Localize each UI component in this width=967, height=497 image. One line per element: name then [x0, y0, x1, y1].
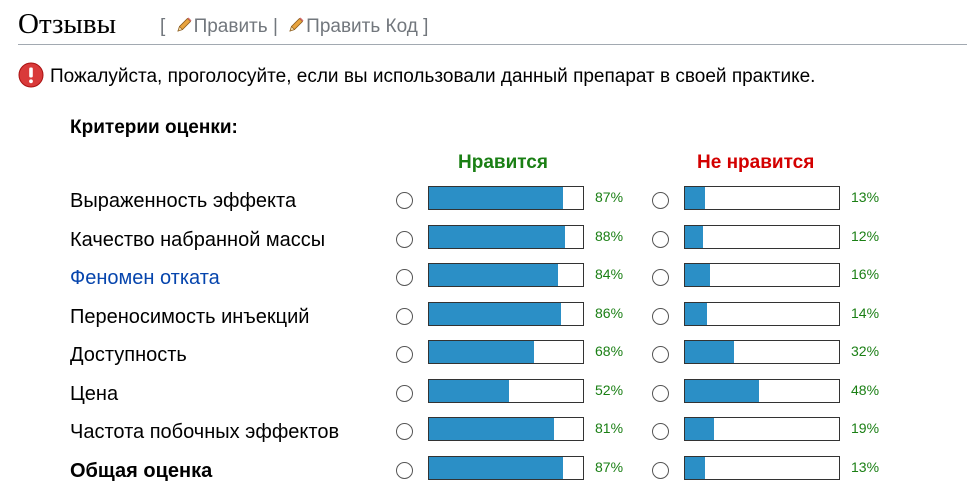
- rating-row: Качество набранной массы 88% 12%: [0, 224, 967, 263]
- like-radio[interactable]: [396, 461, 413, 479]
- rating-row: Частота побочных эффектов 81% 19%: [0, 417, 967, 455]
- like-progress-bar: [428, 455, 584, 480]
- dislike-progress-fill: [685, 302, 707, 325]
- pencil-icon: [287, 16, 305, 40]
- criterion-label: Переносимость инъекций: [70, 305, 310, 328]
- edit-links: [ Править | Править Код ]: [160, 16, 428, 40]
- rating-row: Общая оценка 87% 13%: [0, 455, 967, 494]
- criterion-link[interactable]: Феномен отката: [70, 267, 220, 289]
- criterion-label: Выраженность эффекта: [70, 190, 297, 212]
- rating-row: Переносимость инъекций 86% 14%: [0, 301, 967, 340]
- like-radio[interactable]: [396, 192, 413, 209]
- section-title: Отзывы: [18, 8, 117, 40]
- dislike-radio[interactable]: [652, 423, 669, 440]
- like-progress-bar: [428, 378, 584, 403]
- like-percent: 81%: [595, 420, 624, 436]
- notice-text: Пожалуйста, проголосуйте, если вы исполь…: [50, 66, 816, 87]
- criterion-label: Частота побочных эффектов: [70, 421, 340, 443]
- dislike-percent: 14%: [851, 304, 880, 321]
- like-percent: 86%: [595, 304, 624, 321]
- like-percent: 52%: [595, 381, 624, 398]
- like-percent: 68%: [595, 343, 624, 359]
- like-progress-fill: [429, 379, 509, 402]
- criterion-label: Общая оценка: [70, 459, 213, 482]
- dislike-progress-fill: [685, 187, 705, 209]
- dislike-progress-bar: [684, 224, 840, 249]
- like-progress-bar: [428, 186, 584, 210]
- like-radio[interactable]: [396, 346, 413, 363]
- dislike-radio[interactable]: [652, 269, 669, 286]
- dislike-progress-bar: [684, 263, 840, 287]
- like-progress-fill: [429, 341, 534, 363]
- like-percent: 87%: [595, 458, 624, 475]
- dislike-progress-bar: [684, 186, 840, 210]
- like-percent: 84%: [595, 266, 624, 282]
- criterion-label: Доступность: [70, 344, 187, 366]
- like-progress-fill: [429, 187, 563, 209]
- like-progress-fill: [429, 302, 561, 325]
- rating-row: Феномен отката 84% 16%: [0, 263, 967, 301]
- pencil-icon: [175, 16, 193, 40]
- dislike-progress-fill: [685, 418, 714, 440]
- dislike-progress-bar: [684, 417, 840, 441]
- like-progress-fill: [429, 264, 558, 286]
- criterion-label: Качество набранной массы: [70, 228, 326, 251]
- dislike-percent: 48%: [851, 381, 880, 398]
- like-radio[interactable]: [396, 230, 413, 248]
- like-percent: 87%: [595, 189, 624, 205]
- rating-row: Цена 52% 48%: [0, 378, 967, 417]
- dislike-radio[interactable]: [652, 307, 669, 325]
- criterion-label: Цена: [70, 382, 119, 405]
- like-progress-fill: [429, 418, 554, 440]
- vote-notice: Пожалуйста, проголосуйте, если вы исполь…: [18, 62, 815, 88]
- like-progress-bar: [428, 263, 584, 287]
- dislike-progress-fill: [685, 456, 705, 479]
- like-progress-bar: [428, 417, 584, 441]
- dislike-progress-fill: [685, 225, 703, 248]
- like-progress-bar: [428, 224, 584, 249]
- dislike-progress-fill: [685, 264, 710, 286]
- dislike-radio[interactable]: [652, 346, 669, 363]
- dislike-percent: 13%: [851, 458, 880, 475]
- like-progress-bar: [428, 340, 584, 364]
- dislike-progress-fill: [685, 341, 734, 363]
- dislike-progress-fill: [685, 379, 759, 402]
- like-percent: 88%: [595, 227, 624, 244]
- dislike-percent: 16%: [851, 266, 880, 282]
- dislike-progress-bar: [684, 301, 840, 326]
- dislike-percent: 19%: [851, 420, 880, 436]
- exclamation-icon: [18, 62, 44, 88]
- column-header-dislike: Не нравится: [697, 152, 815, 173]
- criteria-title: Критерии оценки:: [70, 117, 238, 138]
- section-header: Отзывы [ Править | Править Код ]: [18, 6, 967, 45]
- separator: |: [272, 16, 278, 37]
- dislike-progress-bar: [684, 340, 840, 364]
- dislike-radio[interactable]: [652, 192, 669, 209]
- rating-row: Выраженность эффекта 87% 13%: [0, 186, 967, 224]
- dislike-progress-bar: [684, 378, 840, 403]
- like-progress-fill: [429, 456, 563, 479]
- dislike-percent: 12%: [851, 227, 880, 244]
- like-radio[interactable]: [396, 384, 413, 402]
- like-progress-fill: [429, 225, 565, 248]
- like-progress-bar: [428, 301, 584, 326]
- dislike-radio[interactable]: [652, 461, 669, 479]
- dislike-percent: 32%: [851, 343, 880, 359]
- dislike-radio[interactable]: [652, 384, 669, 402]
- dislike-radio[interactable]: [652, 230, 669, 248]
- edit-code-link[interactable]: Править Код: [306, 16, 418, 37]
- like-radio[interactable]: [396, 269, 413, 286]
- bracket-open: [: [160, 16, 166, 37]
- bracket-close: ]: [423, 16, 429, 37]
- dislike-percent: 13%: [851, 189, 880, 205]
- dislike-progress-bar: [684, 455, 840, 480]
- edit-link[interactable]: Править: [193, 16, 268, 37]
- like-radio[interactable]: [396, 423, 413, 440]
- like-radio[interactable]: [396, 307, 413, 325]
- rating-row: Доступность 68% 32%: [0, 340, 967, 378]
- column-header-like: Нравится: [458, 152, 548, 173]
